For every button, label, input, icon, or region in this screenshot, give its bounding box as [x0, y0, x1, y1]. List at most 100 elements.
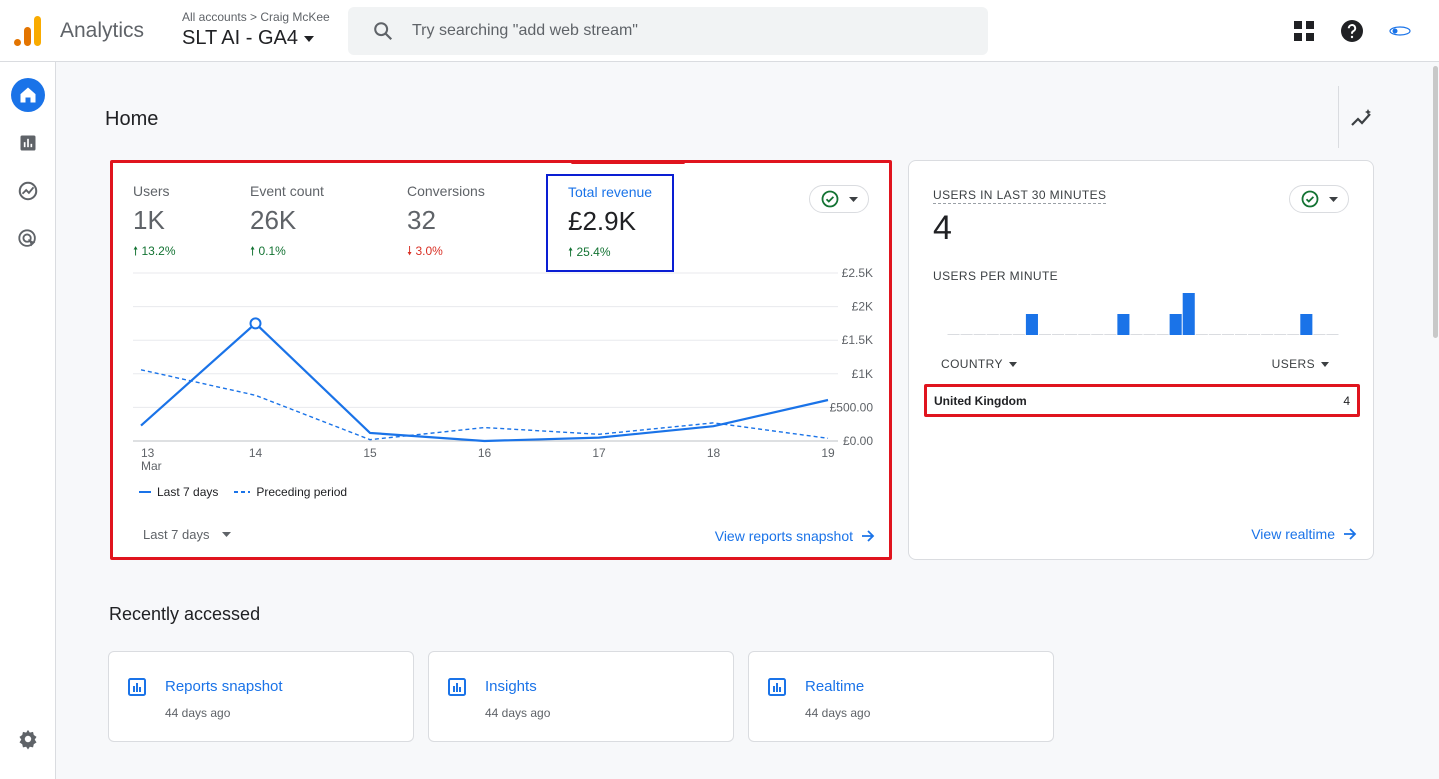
insights-icon[interactable]: [1349, 106, 1375, 132]
selected-tab-indicator: [571, 161, 685, 164]
search-bar[interactable]: Try searching "add web stream": [348, 7, 988, 55]
recent-item-name: Reports snapshot: [165, 678, 283, 695]
x-tick-label: 17: [592, 446, 606, 460]
per-minute-bar: [960, 334, 973, 335]
nav-admin[interactable]: [11, 722, 45, 756]
per-minute-bar: [1221, 334, 1234, 335]
caret-down-icon: [1008, 361, 1017, 367]
view-reports-snapshot-link[interactable]: View reports snapshot: [715, 528, 875, 544]
app-name: Analytics: [60, 19, 145, 42]
per-minute-bar: [1248, 334, 1261, 335]
recently-accessed-title: Recently accessed: [109, 604, 261, 624]
per-minute-bar: [1234, 334, 1248, 335]
legend-item-preceding-period: Preceding period: [234, 485, 348, 499]
top-bar: Analytics All accounts > Craig McKee SLT…: [0, 0, 1439, 62]
metric-delta: 🠕 25.4%: [568, 245, 611, 259]
realtime-quality-pill[interactable]: [1289, 185, 1349, 213]
recent-card-reports-snapshot[interactable]: Reports snapshot 44 days ago: [108, 651, 414, 742]
series-line-last-7-days: [140, 321, 829, 443]
users-column-header[interactable]: USERS: [1272, 357, 1329, 371]
per-minute-bar: [1065, 334, 1078, 335]
metric-delta: 🠕 0.1%: [250, 244, 286, 258]
x-tick-label: 13: [141, 446, 155, 460]
home-icon: [20, 87, 36, 103]
bar-chart-icon: [128, 678, 146, 696]
property-name: SLT AI - GA4: [182, 27, 298, 49]
per-minute-bar: [973, 334, 986, 335]
per-minute-bar: [1117, 314, 1130, 335]
per-minute-bar: [1313, 334, 1326, 335]
bar-chart-icon: [20, 135, 36, 151]
nav-advertising[interactable]: [11, 222, 45, 256]
help-icon[interactable]: [1340, 19, 1364, 43]
metric-value: 1K: [133, 205, 165, 235]
per-minute-bar: [1104, 334, 1117, 335]
date-range-selector[interactable]: Last 7 days: [143, 527, 231, 542]
x-tick-label: 18: [707, 446, 721, 460]
metric-value: £2.9K: [568, 206, 636, 236]
arrow-right-icon: [1344, 528, 1357, 540]
realtime-user-count: 4: [933, 209, 952, 247]
y-tick-label: £1K: [852, 367, 873, 381]
breadcrumb[interactable]: All accounts > Craig McKee: [182, 10, 330, 24]
advertising-icon: [18, 229, 36, 247]
recent-card-realtime[interactable]: Realtime 44 days ago: [748, 651, 1054, 742]
header-divider: [1338, 86, 1339, 148]
users-per-minute-label: USERS PER MINUTE: [933, 269, 1059, 283]
recent-item-time: 44 days ago: [485, 706, 551, 720]
apps-grid-icon[interactable]: [1292, 19, 1316, 43]
nav-reports[interactable]: [11, 126, 45, 160]
caret-down-icon: [1328, 196, 1338, 202]
bar-chart-icon: [768, 678, 786, 696]
x-tick-sublabel: Mar: [141, 459, 162, 473]
nav-home[interactable]: [11, 78, 45, 112]
metric-total-revenue[interactable]: Total revenue £2.9K 🠕 25.4%: [546, 174, 675, 272]
per-minute-bar: [947, 334, 960, 335]
per-minute-bar: [1326, 334, 1339, 335]
search-icon: [374, 22, 393, 41]
overview-card: Users 1K 🠕 13.2% Event count 26K 🠕 0.1% …: [110, 160, 892, 560]
table-row[interactable]: United Kingdom 4: [924, 384, 1360, 417]
x-tick-label: 16: [478, 446, 492, 460]
analytics-logo-icon[interactable]: [14, 16, 42, 46]
realtime-title[interactable]: USERS IN LAST 30 MINUTES: [933, 188, 1107, 204]
recent-card-insights[interactable]: Insights 44 days ago: [428, 651, 734, 742]
search-input[interactable]: Try searching "add web stream": [412, 22, 638, 39]
chart-point-highlight: [249, 317, 262, 330]
x-tick-label: 14: [249, 446, 263, 460]
legend-item-last-7-days: Last 7 days: [139, 485, 219, 499]
metric-event-count[interactable]: Event count 26K 🠕 0.1%: [250, 183, 324, 263]
per-minute-bar: [1287, 334, 1300, 335]
metric-value: 32: [407, 205, 436, 235]
metric-users[interactable]: Users 1K 🠕 13.2%: [133, 183, 176, 263]
metric-delta: 🠕 13.2%: [133, 244, 176, 258]
country-column-header[interactable]: COUNTRY: [941, 357, 1017, 371]
data-quality-pill[interactable]: [809, 185, 869, 213]
metric-value: 26K: [250, 205, 297, 235]
metric-label: Event count: [250, 183, 324, 199]
recent-item-time: 44 days ago: [805, 706, 871, 720]
per-minute-bar: [1052, 334, 1065, 335]
recent-item-name: Realtime: [805, 678, 865, 695]
view-realtime-link[interactable]: View realtime: [1251, 526, 1357, 542]
per-minute-bar: [1012, 334, 1025, 335]
per-minute-bar: [1156, 334, 1169, 335]
property-selector[interactable]: SLT AI - GA4: [182, 27, 314, 50]
nav-explore[interactable]: [11, 174, 45, 208]
caret-down-icon: [221, 532, 231, 537]
metric-label: Conversions: [407, 183, 485, 199]
x-tick-label: 15: [363, 446, 377, 460]
account-avatar-icon[interactable]: [1388, 19, 1412, 43]
country-cell: United Kingdom: [934, 393, 1027, 408]
metric-label: Total revenue: [568, 184, 653, 200]
gear-icon: [19, 729, 37, 750]
page-title: Home: [105, 108, 159, 130]
realtime-card: USERS IN LAST 30 MINUTES 4 USERS PER MIN…: [908, 160, 1374, 560]
users-per-minute-chart: [947, 293, 1339, 335]
y-tick-label: £1.5K: [842, 333, 873, 347]
per-minute-bar: [999, 334, 1012, 335]
scrollbar-thumb[interactable]: [1433, 66, 1438, 338]
per-minute-bar: [1078, 334, 1091, 335]
metric-conversions[interactable]: Conversions 32 🠗 3.0%: [407, 183, 485, 263]
caret-down-icon: [303, 35, 314, 42]
